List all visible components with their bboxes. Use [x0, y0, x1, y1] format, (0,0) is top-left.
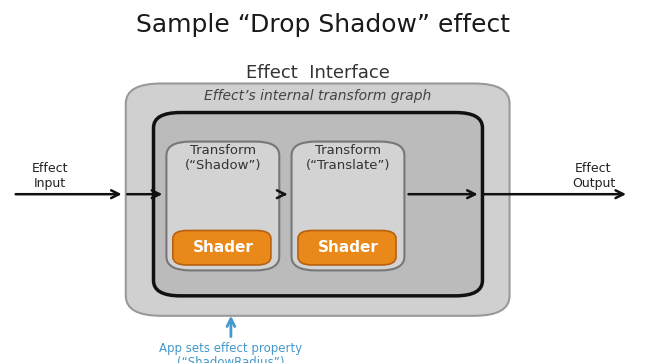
FancyBboxPatch shape [298, 231, 396, 265]
FancyBboxPatch shape [126, 83, 510, 316]
Text: Transform
(“Shadow”): Transform (“Shadow”) [184, 144, 261, 172]
Text: Effect
Output: Effect Output [571, 162, 615, 190]
FancyBboxPatch shape [173, 231, 271, 265]
Text: Sample “Drop Shadow” effect: Sample “Drop Shadow” effect [135, 13, 510, 37]
FancyBboxPatch shape [166, 142, 279, 270]
FancyBboxPatch shape [292, 142, 404, 270]
Text: Transform
(“Translate”): Transform (“Translate”) [306, 144, 390, 172]
FancyBboxPatch shape [154, 113, 482, 296]
Text: Effect  Interface: Effect Interface [246, 64, 390, 82]
Text: App sets effect property: App sets effect property [159, 342, 303, 355]
Text: (“ShadowRadius”): (“ShadowRadius”) [177, 356, 284, 363]
Text: Shader: Shader [192, 240, 253, 255]
Text: Effect’s internal transform graph: Effect’s internal transform graph [204, 89, 432, 103]
Text: Effect
Input: Effect Input [32, 162, 68, 190]
Text: Shader: Shader [317, 240, 379, 255]
